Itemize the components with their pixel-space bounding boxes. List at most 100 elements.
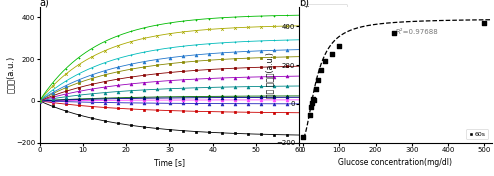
Point <box>283 49 291 51</box>
Point <box>114 57 122 60</box>
Point <box>179 20 187 23</box>
Point <box>114 66 122 69</box>
Point <box>48 99 56 102</box>
Point <box>231 16 239 18</box>
Point <box>205 59 213 62</box>
Point <box>75 78 82 81</box>
Point <box>218 95 226 98</box>
Text: a): a) <box>40 0 49 7</box>
Point <box>127 63 135 66</box>
Point <box>218 99 226 101</box>
Point <box>283 75 291 78</box>
Point <box>127 124 135 127</box>
Point <box>127 89 135 92</box>
Point <box>244 76 252 78</box>
Point <box>179 96 187 99</box>
Point <box>140 97 148 100</box>
Point <box>62 95 70 98</box>
Point <box>218 86 226 89</box>
Point <box>205 28 213 31</box>
Point <box>257 15 265 17</box>
Point <box>270 75 278 78</box>
Point <box>153 109 161 112</box>
Point <box>205 77 213 80</box>
Point <box>75 94 82 97</box>
Point <box>205 95 213 98</box>
Point <box>283 65 291 68</box>
Point <box>127 97 135 100</box>
Point <box>270 133 278 136</box>
Text: b): b) <box>299 0 309 7</box>
Point <box>153 127 161 130</box>
Point <box>75 86 82 89</box>
Point <box>48 91 56 94</box>
Point <box>231 132 239 135</box>
Point <box>114 122 122 125</box>
Point <box>153 48 161 51</box>
Point <box>231 51 239 54</box>
Point <box>140 66 148 68</box>
Point <box>244 102 252 105</box>
Point <box>270 56 278 59</box>
Point <box>62 90 70 93</box>
Point <box>218 77 226 79</box>
Point <box>87 97 95 100</box>
Point <box>101 98 109 100</box>
Point <box>270 95 278 97</box>
Point <box>312 88 320 91</box>
Point <box>87 99 95 102</box>
Point <box>114 84 122 87</box>
Point <box>114 34 122 37</box>
Point <box>36 99 43 102</box>
Point <box>101 99 109 102</box>
Point <box>75 99 82 102</box>
Point <box>283 55 291 58</box>
Point <box>257 95 265 98</box>
Point <box>270 65 278 68</box>
Point <box>140 102 148 105</box>
Point <box>36 99 43 102</box>
Point <box>205 102 213 105</box>
Point <box>270 49 278 52</box>
X-axis label: Glucose concentration(mg/dl): Glucose concentration(mg/dl) <box>338 158 453 167</box>
Point <box>179 95 187 98</box>
Point <box>166 79 174 82</box>
Point <box>179 87 187 90</box>
Point <box>48 96 56 99</box>
Point <box>192 96 200 99</box>
Point <box>48 85 56 87</box>
Point <box>244 133 252 135</box>
Point <box>231 86 239 88</box>
Point <box>270 96 278 99</box>
Point <box>218 110 226 113</box>
Point <box>299 135 307 138</box>
Point <box>36 99 43 102</box>
Point <box>166 46 174 49</box>
Point <box>101 49 109 52</box>
Point <box>87 66 95 69</box>
Point <box>48 82 56 84</box>
Point <box>153 80 161 83</box>
Point <box>179 55 187 58</box>
Point <box>153 72 161 75</box>
Point <box>48 94 56 97</box>
Point <box>127 96 135 99</box>
Point <box>257 49 265 52</box>
Point <box>192 69 200 72</box>
Point <box>87 92 95 95</box>
Point <box>36 99 43 102</box>
Point <box>192 86 200 89</box>
Point <box>192 78 200 80</box>
Point <box>231 57 239 60</box>
Point <box>244 40 252 43</box>
Point <box>101 97 109 99</box>
Text: R²=0.97688: R²=0.97688 <box>396 29 438 35</box>
Point <box>153 88 161 91</box>
Point <box>218 131 226 134</box>
Point <box>314 78 322 81</box>
Point <box>166 56 174 59</box>
Point <box>270 85 278 88</box>
Point <box>244 111 252 114</box>
Point <box>270 102 278 105</box>
Point <box>114 78 122 81</box>
